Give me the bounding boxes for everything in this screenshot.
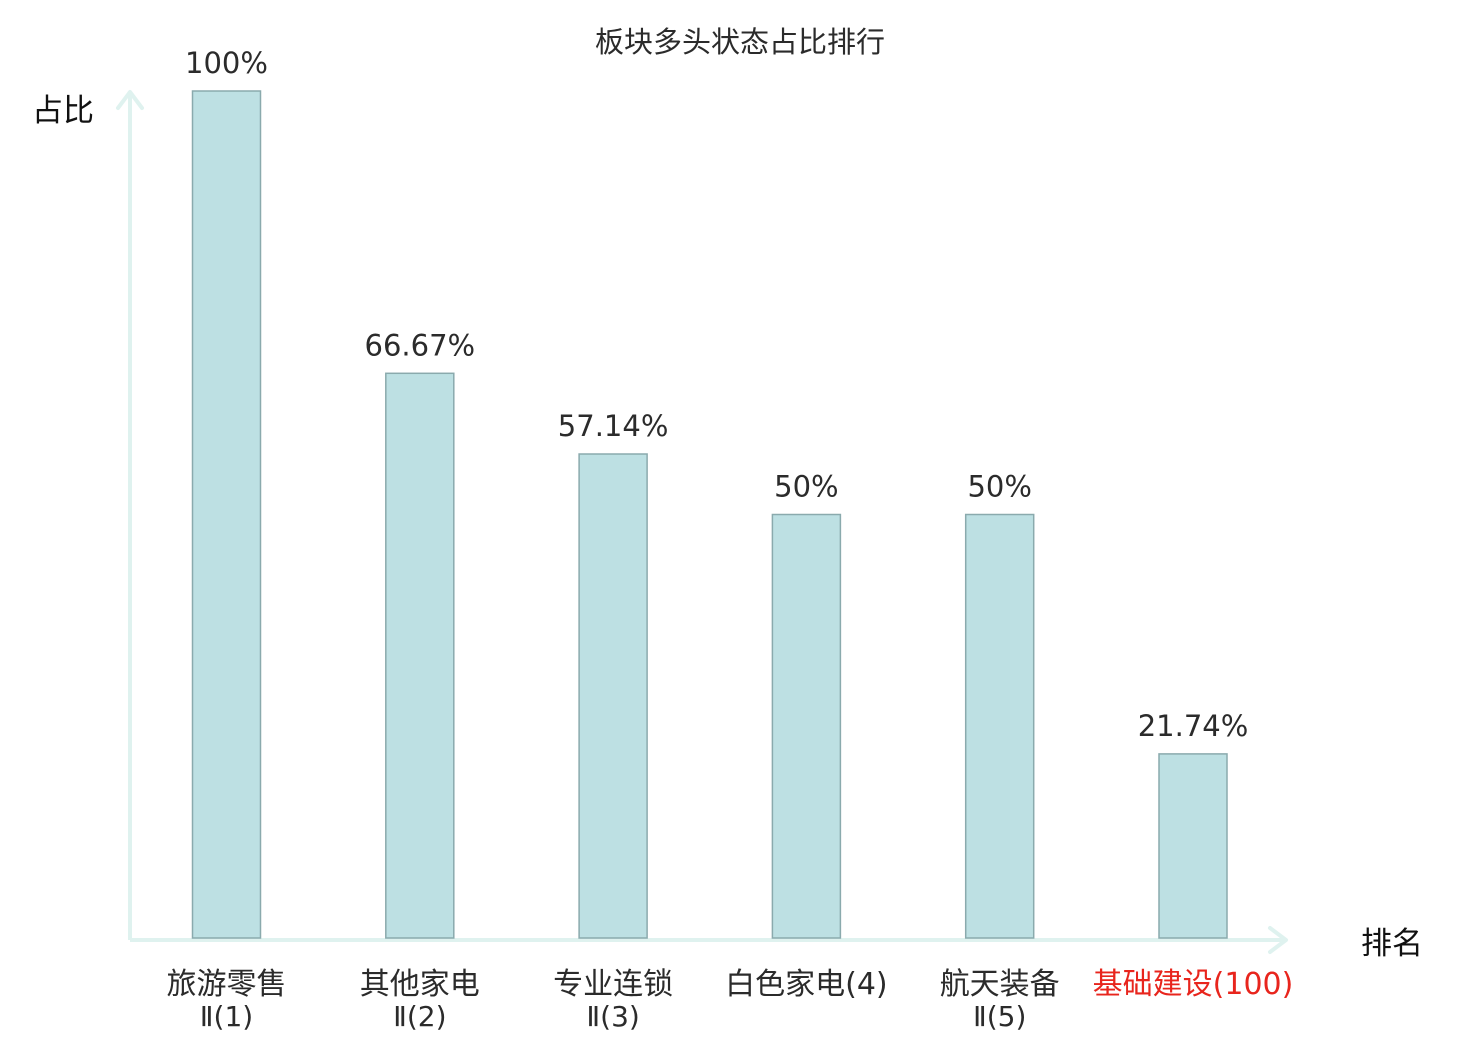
value-label: 100% [185,46,268,80]
value-labels-group: 100% 66.67% 57.14% 50% 50% 21.74% [185,46,1248,743]
x-tick-label: 其他家电 [360,967,480,1002]
bars-group [191,90,1228,939]
value-label: 21.74% [1138,709,1249,743]
x-tick-label: 白色家电(4) [725,967,888,1002]
x-tick-sublabel: Ⅱ(1) [200,1000,253,1033]
bar [385,372,455,939]
x-axis-arrow-icon [1268,926,1288,954]
axes [116,90,1288,954]
y-axis-label: 占比 [32,93,94,129]
x-tick-sublabel: Ⅱ(2) [393,1000,446,1033]
bar [964,513,1035,939]
x-tick-label: 航天装备 [940,967,1060,1002]
x-tick-label: 旅游零售 [167,967,287,1002]
value-label: 50% [967,470,1031,504]
x-tick-label: 基础建设(100) [1093,967,1294,1002]
value-label: 50% [774,470,838,504]
x-tick-sublabel: Ⅱ(5) [973,1000,1026,1033]
x-tick-sublabel: Ⅱ(3) [586,1000,639,1033]
bar [578,453,648,939]
x-axis-label: 排名 [1361,926,1423,962]
bar [1158,753,1228,939]
x-tick-label: 专业连锁 [553,967,673,1002]
value-label: 57.14% [558,409,669,443]
bar [191,90,262,939]
bar [771,513,842,939]
chart-title: 板块多头状态占比排行 [595,25,885,59]
value-label: 66.67% [365,328,476,362]
y-axis-arrow-icon [116,90,144,110]
